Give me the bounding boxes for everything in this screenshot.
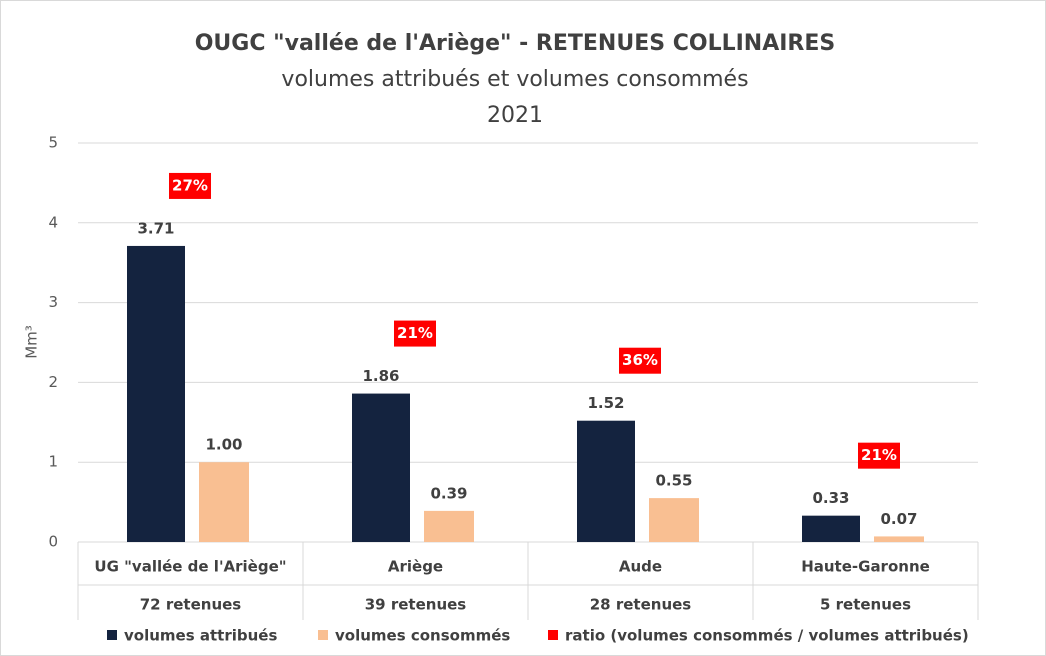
bar	[802, 515, 860, 542]
legend-swatch	[318, 630, 328, 640]
data-label: 1.86	[362, 367, 399, 385]
x-subcategory-label: 5 retenues	[820, 596, 911, 614]
bar	[577, 420, 635, 542]
y-tick-label: 3	[48, 293, 58, 311]
x-subcategory-label: 72 retenues	[140, 596, 242, 614]
x-tick-label: Aude	[619, 558, 662, 576]
ratio-label: 27%	[172, 176, 208, 194]
data-label: 0.39	[430, 484, 467, 502]
x-tick-label: Haute-Garonne	[801, 558, 930, 576]
ratio-box	[394, 320, 436, 347]
bar	[352, 393, 410, 542]
ratio-label: 36%	[622, 351, 658, 369]
y-axis-label: Mm³	[23, 325, 41, 359]
data-label: 3.71	[137, 219, 174, 237]
legend-label: ratio (volumes consommés / volumes attri…	[565, 627, 969, 645]
chart-year: 2021	[487, 103, 543, 128]
data-label: 0.33	[812, 489, 849, 507]
x-tick-label: UG "vallée de l'Ariège"	[94, 558, 286, 576]
legend-swatch	[548, 630, 558, 640]
x-subcategory-label: 39 retenues	[365, 596, 467, 614]
legend-swatch	[107, 630, 117, 640]
chart-title: OUGC "vallée de l'Ariège" - RETENUES COL…	[195, 31, 836, 56]
chart-subtitle: volumes attribués et volumes consommés	[281, 67, 748, 92]
data-label: 0.55	[655, 472, 692, 490]
y-tick-label: 2	[48, 373, 58, 391]
ratio-box	[619, 347, 661, 374]
y-tick-label: 1	[48, 453, 58, 471]
y-tick-label: 0	[48, 533, 58, 551]
bar	[649, 498, 699, 542]
ratio-label: 21%	[397, 324, 433, 342]
y-tick-label: 5	[48, 134, 58, 152]
x-subcategory-label: 28 retenues	[590, 596, 692, 614]
bar	[874, 536, 924, 542]
bar	[424, 510, 474, 542]
bar	[127, 245, 185, 542]
bar	[199, 462, 249, 542]
ratio-box	[169, 172, 211, 199]
legend-label: volumes attribués	[124, 627, 277, 645]
ratio-box	[858, 442, 900, 469]
x-tick-label: Ariège	[388, 558, 443, 576]
y-tick-label: 4	[48, 213, 58, 231]
legend-label: volumes consommés	[335, 627, 510, 645]
data-label: 1.00	[205, 436, 242, 454]
data-label: 1.52	[587, 394, 624, 412]
ratio-label: 21%	[861, 446, 897, 464]
data-label: 0.07	[880, 510, 917, 528]
